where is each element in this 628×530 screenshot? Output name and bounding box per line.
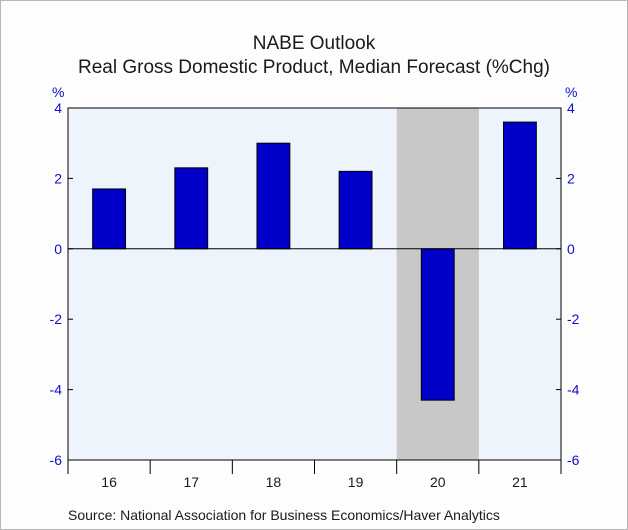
chart-title: NABE Outlook: [252, 33, 376, 54]
left-tick-label: -2: [50, 311, 63, 327]
right-tick-label: 2: [567, 170, 575, 186]
x-label-16: 16: [101, 474, 117, 490]
left-tick-label: -4: [50, 382, 63, 398]
x-label-17: 17: [183, 474, 199, 490]
right-tick-label: -6: [567, 452, 580, 468]
source-note: Source: National Association for Busines…: [68, 507, 500, 523]
left-tick-label: -6: [50, 452, 63, 468]
right-tick-label: -2: [567, 311, 580, 327]
x-label-20: 20: [430, 474, 446, 490]
x-label-19: 19: [348, 474, 364, 490]
chart-subtitle: Real Gross Domestic Product, Median Fore…: [78, 57, 550, 78]
x-label-18: 18: [266, 474, 282, 490]
bar-16: [92, 188, 127, 250]
x-label-21: 21: [512, 474, 528, 490]
left-tick-label: 2: [54, 170, 62, 186]
left-axis-unit: %: [52, 84, 65, 100]
bar-19: [338, 170, 373, 250]
bar-20: [420, 248, 455, 401]
bar-18: [256, 142, 291, 250]
right-tick-label: 0: [567, 241, 575, 257]
left-tick-label: 4: [54, 100, 62, 116]
right-axis-unit: %: [565, 84, 578, 100]
left-tick-label: 0: [54, 241, 62, 257]
plot-area: [68, 108, 561, 460]
bar-21: [502, 121, 537, 250]
right-tick-label: 4: [567, 100, 575, 116]
bar-17: [174, 167, 209, 250]
right-tick-label: -4: [567, 382, 580, 398]
